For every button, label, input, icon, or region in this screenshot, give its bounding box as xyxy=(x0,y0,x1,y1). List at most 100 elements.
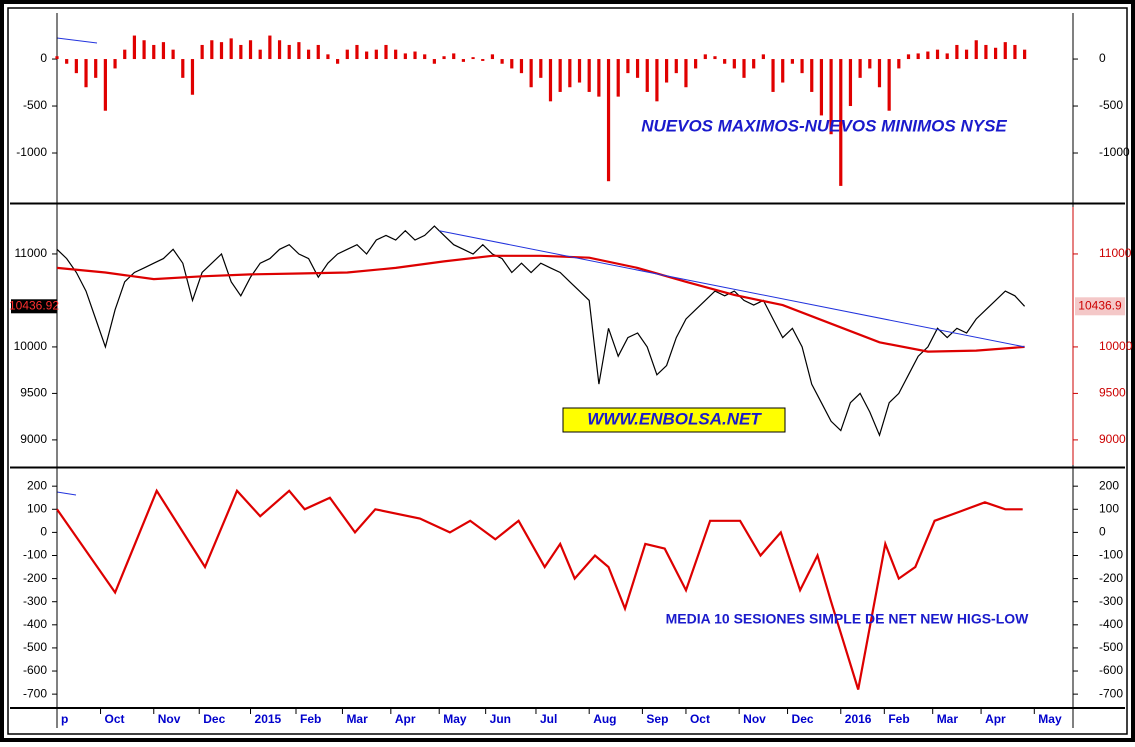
bar xyxy=(732,59,736,69)
y-tick-label: 0 xyxy=(1099,525,1106,539)
bar xyxy=(365,51,369,60)
y-tick-label: 100 xyxy=(1099,501,1119,515)
bar xyxy=(316,44,320,60)
x-tick-label: Jul xyxy=(540,712,557,726)
y-tick-label: -200 xyxy=(23,571,47,585)
y-tick-label: -300 xyxy=(23,594,47,608)
y-tick-label: -300 xyxy=(1099,594,1123,608)
bar xyxy=(665,59,669,83)
y-tick-label: -500 xyxy=(23,640,47,654)
bar xyxy=(161,42,166,60)
bar xyxy=(655,59,659,102)
x-tick-label: Dec xyxy=(203,712,225,726)
bar xyxy=(916,53,920,60)
bar xyxy=(210,40,214,60)
bar xyxy=(645,59,649,92)
x-tick-label: Sep xyxy=(646,712,668,726)
bar xyxy=(887,59,891,111)
y-tick-label: -1000 xyxy=(16,145,47,159)
bar xyxy=(713,56,717,60)
series-line xyxy=(56,254,1025,353)
bar xyxy=(132,35,137,60)
bar xyxy=(781,59,785,83)
bar xyxy=(616,59,620,97)
bar xyxy=(277,40,282,60)
y-tick-label: 10000 xyxy=(14,339,48,353)
y-tick-label: 200 xyxy=(1099,478,1119,492)
bar xyxy=(113,59,117,69)
y-tick-label: -600 xyxy=(23,663,47,677)
y-tick-label: 11000 xyxy=(1099,246,1132,260)
y-tick-label: 10000 xyxy=(1099,339,1133,353)
y-tick-label: 200 xyxy=(27,478,47,492)
bar xyxy=(452,53,456,60)
annotation: NUEVOS MAXIMOS-NUEVOS MINIMOS NYSE xyxy=(641,116,1007,135)
bar xyxy=(74,59,78,74)
bar xyxy=(674,59,678,74)
annotation: MEDIA 10 SESIONES SIMPLE DE NET NEW HIGS… xyxy=(666,611,1030,627)
y-tick-label: -400 xyxy=(23,617,47,631)
bar xyxy=(510,59,514,69)
bar xyxy=(606,59,611,182)
bar xyxy=(171,49,175,60)
x-tick-label: Jun xyxy=(490,712,511,726)
last-value-label: 10436.92 xyxy=(9,298,59,312)
bar xyxy=(810,59,814,92)
bar xyxy=(287,44,291,60)
y-tick-label: -700 xyxy=(1099,686,1123,700)
bar xyxy=(403,53,407,60)
bar xyxy=(945,53,949,60)
y-tick-label: -400 xyxy=(1099,617,1123,631)
bar xyxy=(771,59,775,92)
bar xyxy=(519,59,524,74)
x-tick-label: Apr xyxy=(985,712,1006,726)
bar xyxy=(587,59,591,92)
x-tick-label: 2015 xyxy=(255,712,282,726)
y-tick-label: 100 xyxy=(27,501,47,515)
inner-frame xyxy=(7,7,1128,735)
y-tick-label: -600 xyxy=(1099,663,1123,677)
bar xyxy=(355,44,359,60)
bar xyxy=(490,54,495,60)
bar xyxy=(626,59,630,74)
bar xyxy=(432,59,436,64)
y-tick-label: 0 xyxy=(40,51,47,65)
series-line xyxy=(56,225,1026,437)
y-tick-label: 0 xyxy=(40,525,47,539)
bar xyxy=(955,44,959,60)
x-tick-label: Dec xyxy=(792,712,814,726)
x-tick-label: Feb xyxy=(300,712,321,726)
bar xyxy=(974,40,978,60)
bar xyxy=(306,49,311,60)
bar xyxy=(635,59,640,78)
y-tick-label: -100 xyxy=(23,548,47,562)
y-tick-label: -700 xyxy=(23,686,47,700)
x-tick-label: Apr xyxy=(395,712,416,726)
bar xyxy=(423,54,427,60)
x-tick-label: 2016 xyxy=(845,712,872,726)
bar xyxy=(577,59,582,83)
bar xyxy=(394,49,398,60)
bar xyxy=(258,49,262,60)
bar xyxy=(723,59,727,64)
annotation-box xyxy=(562,407,786,433)
bar xyxy=(374,49,378,60)
bar xyxy=(103,59,107,111)
bar xyxy=(239,44,243,60)
x-tick-label: Feb xyxy=(888,712,909,726)
x-tick-label: Nov xyxy=(158,712,181,726)
bar xyxy=(384,44,388,60)
bar xyxy=(219,42,224,60)
bar xyxy=(558,59,562,92)
bar xyxy=(703,54,707,60)
last-value-box xyxy=(11,299,57,314)
bar xyxy=(761,54,765,60)
y-tick-label: 0 xyxy=(1099,51,1106,65)
bar xyxy=(800,59,804,74)
x-tick-label: May xyxy=(443,712,467,726)
y-tick-label: 11000 xyxy=(15,246,48,260)
x-tick-label: p xyxy=(61,712,68,726)
y-tick-label: 9000 xyxy=(1099,432,1126,446)
bar xyxy=(152,44,156,60)
bar xyxy=(858,59,862,78)
